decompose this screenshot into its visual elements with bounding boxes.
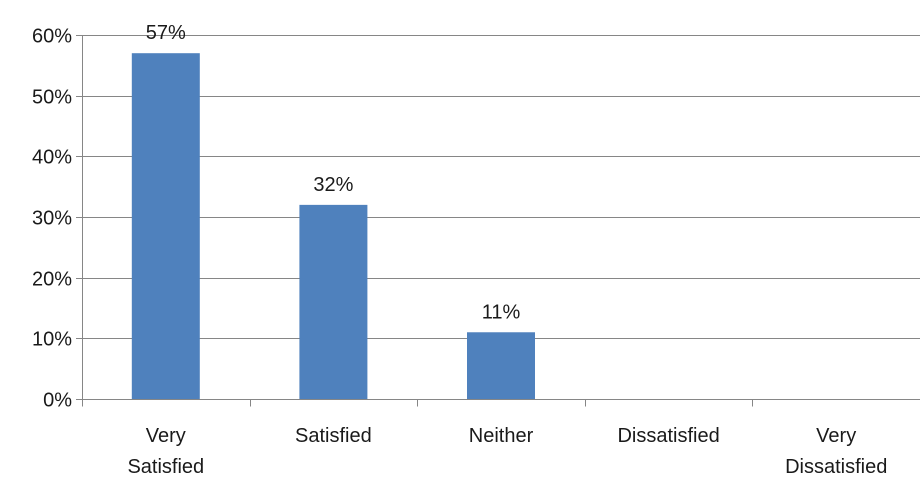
x-category-label: Dissatisfied xyxy=(617,425,719,447)
bars xyxy=(131,53,535,399)
x-category-label-line: Satisfied xyxy=(295,425,372,447)
y-tick-label: 20% xyxy=(32,269,72,291)
data-label: 57% xyxy=(146,22,186,44)
bar xyxy=(131,53,200,399)
bar xyxy=(467,332,535,399)
x-category-label-line: Dissatisfied xyxy=(785,456,887,477)
x-category-label-line: Neither xyxy=(469,425,534,447)
y-tick-label: 10% xyxy=(32,329,72,351)
x-category-label-line: Satisfied xyxy=(127,456,204,477)
x-category-label: Satisfied xyxy=(295,425,372,447)
x-category-label: Very Dissatisfied xyxy=(785,425,887,477)
x-category-label-line: Very xyxy=(816,425,856,447)
x-category-label-line: Very xyxy=(146,425,186,447)
gridlines xyxy=(82,35,920,339)
y-tick-label: 60% xyxy=(32,26,72,48)
y-tick-label: 30% xyxy=(32,208,72,230)
y-tick-label: 0% xyxy=(43,390,72,412)
x-category-label-line: Dissatisfied xyxy=(617,425,719,447)
x-category-label: Very Satisfied xyxy=(127,425,204,477)
y-tick-label: 40% xyxy=(32,147,72,169)
bar xyxy=(299,204,368,399)
y-tick-label: 50% xyxy=(32,87,72,109)
data-label: 11% xyxy=(482,301,521,323)
data-label: 32% xyxy=(313,174,353,196)
labels: 57% Very Satisfied 32% Satisfied 11% Neither Di… xyxy=(127,22,887,477)
x-category-label: Neither xyxy=(469,425,534,447)
axes: 0% 10% 20% 30% 40% 50% 60% xyxy=(32,26,920,412)
